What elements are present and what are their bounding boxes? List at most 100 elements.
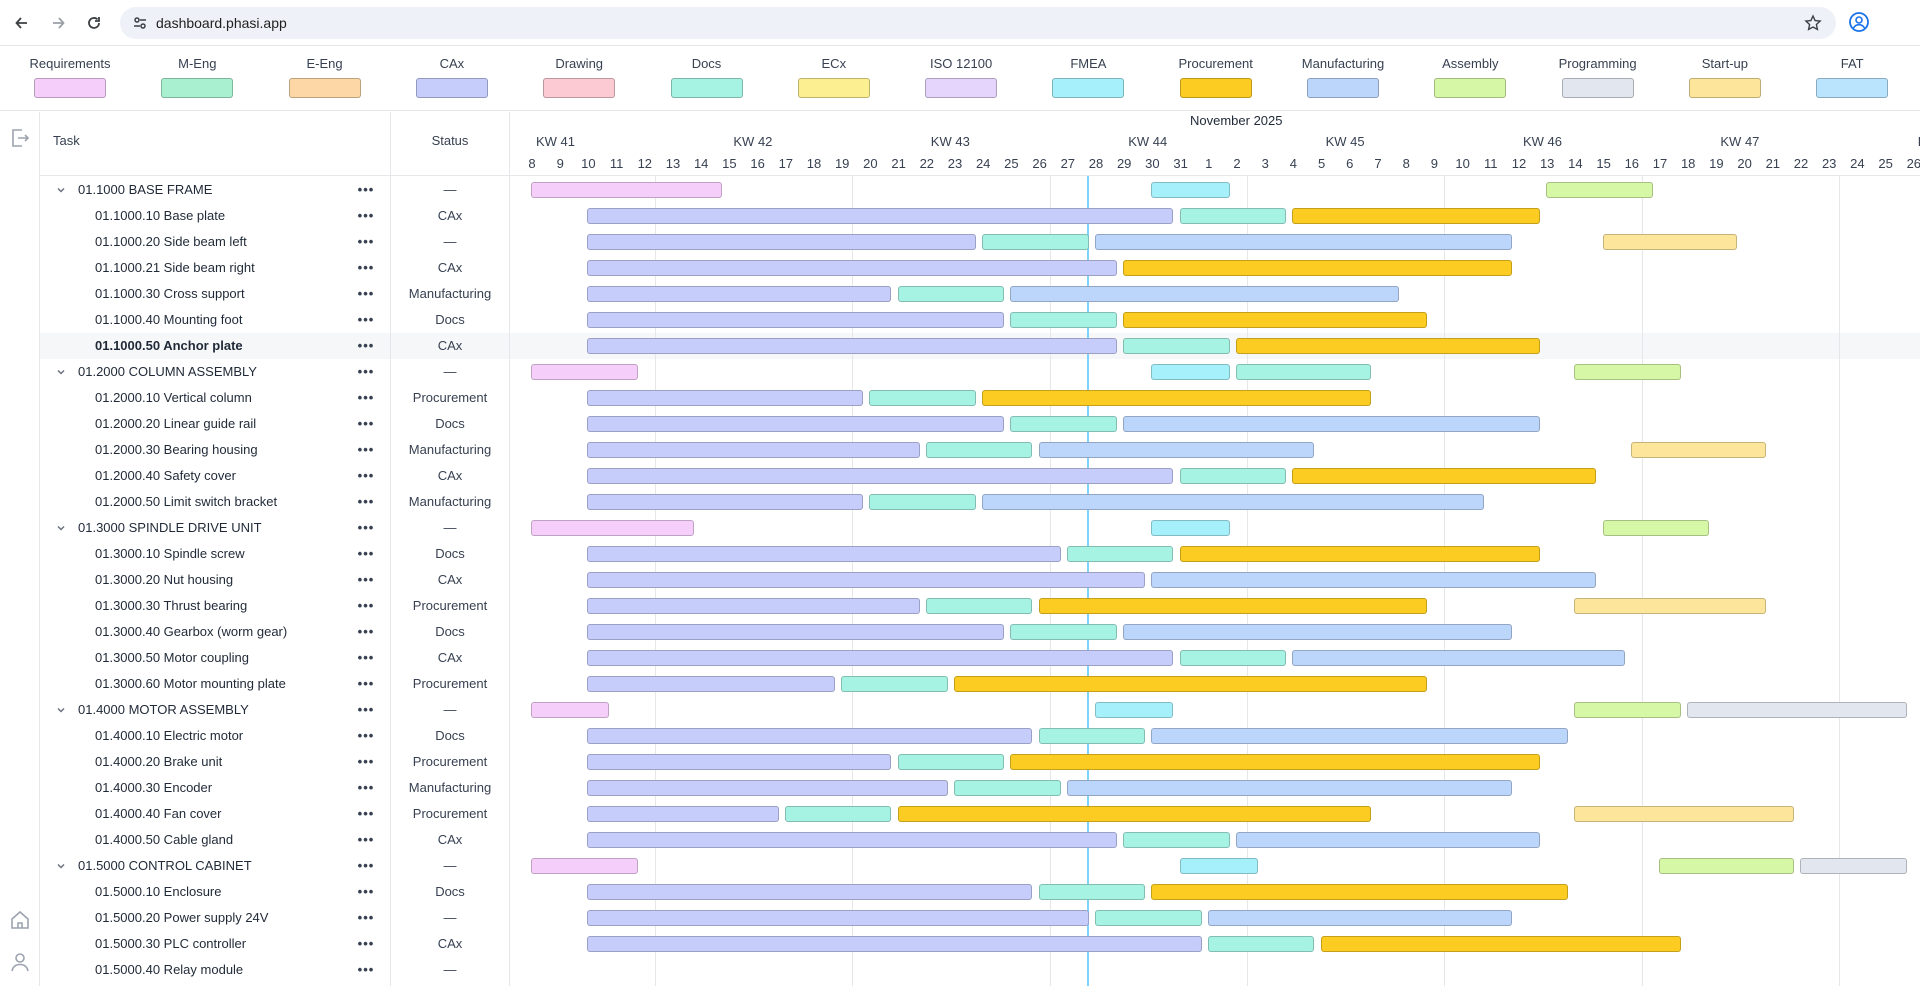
task-name[interactable]: 01.2000.30 Bearing housing — [95, 442, 258, 457]
task-name[interactable]: 01.1000.21 Side beam right — [95, 260, 255, 275]
more-options-icon[interactable]: ••• — [357, 676, 375, 691]
more-options-icon[interactable]: ••• — [357, 208, 375, 223]
phase-bar-docs[interactable] — [1066, 546, 1174, 562]
task-name[interactable]: 01.3000.60 Motor mounting plate — [95, 676, 286, 691]
phase-bar-manufacturing[interactable] — [982, 494, 1484, 510]
phase-bar-docs[interactable] — [841, 676, 948, 692]
phase-bar-procurement[interactable] — [1292, 208, 1540, 224]
phase-bar-procurement[interactable] — [1179, 546, 1540, 562]
task-name[interactable]: 01.2000.50 Limit switch bracket — [95, 494, 278, 509]
phase-bar-cax[interactable] — [587, 286, 892, 302]
url-text[interactable]: dashboard.phasi.app — [156, 15, 287, 31]
task-name[interactable]: 01.1000.20 Side beam left — [95, 234, 247, 249]
phase-bar-requirements[interactable] — [531, 858, 638, 874]
phase-bar-docs[interactable] — [1236, 364, 1371, 380]
more-options-icon[interactable]: ••• — [357, 936, 375, 951]
task-name[interactable]: 01.5000.20 Power supply 24V — [95, 910, 269, 925]
legend-item-docs[interactable]: Docs — [643, 56, 771, 98]
phase-bar-procurement[interactable] — [1236, 338, 1540, 354]
table-row[interactable]: 01.4000.50 Cable gland ••• CAx — [40, 827, 510, 853]
phase-bar-assembly[interactable] — [1574, 364, 1681, 380]
phase-bar-procurement[interactable] — [954, 676, 1428, 692]
phase-bar-docs[interactable] — [954, 780, 1061, 796]
phase-bar-requirements[interactable] — [531, 182, 723, 198]
phase-bar-manufacturing[interactable] — [1151, 728, 1569, 744]
chevron-down-icon[interactable] — [54, 859, 68, 873]
star-icon[interactable] — [1804, 14, 1822, 37]
phase-bar-assembly[interactable] — [1574, 702, 1681, 718]
task-name[interactable]: 01.5000.10 Enclosure — [95, 884, 222, 899]
phase-bar-manufacturing[interactable] — [1207, 910, 1512, 926]
phase-bar-docs[interactable] — [982, 234, 1089, 250]
phase-bar-fmea[interactable] — [1179, 858, 1258, 874]
phase-bar-docs[interactable] — [1010, 624, 1117, 640]
phase-bar-cax[interactable] — [587, 832, 1117, 848]
legend-item-fmea[interactable]: FMEA — [1024, 56, 1152, 98]
phase-bar-cax[interactable] — [587, 442, 920, 458]
phase-bar-cax[interactable] — [587, 390, 864, 406]
table-row[interactable]: 01.1000.40 Mounting foot ••• Docs — [40, 307, 510, 333]
more-options-icon[interactable]: ••• — [357, 832, 375, 847]
table-row[interactable]: 01.2000.50 Limit switch bracket ••• Manufa… — [40, 489, 510, 515]
phase-bar-cax[interactable] — [587, 728, 1033, 744]
phase-bar-cax[interactable] — [587, 806, 779, 822]
task-name[interactable]: 01.3000 SPINDLE DRIVE UNIT — [78, 520, 262, 535]
phase-bar-cax[interactable] — [587, 884, 1033, 900]
phase-bar-cax[interactable] — [587, 494, 864, 510]
phase-bar-start-up[interactable] — [1602, 234, 1738, 250]
task-name[interactable]: 01.4000.30 Encoder — [95, 780, 213, 795]
legend-item-requirements[interactable]: Requirements — [6, 56, 134, 98]
task-name[interactable]: 01.2000.20 Linear guide rail — [95, 416, 257, 431]
phase-bar-cax[interactable] — [587, 546, 1061, 562]
legend-item-start-up[interactable]: Start-up — [1661, 56, 1789, 98]
legend-item-fat[interactable]: FAT — [1788, 56, 1916, 98]
phase-bar-programming[interactable] — [1800, 858, 1907, 874]
table-row[interactable]: 01.5000.10 Enclosure ••• Docs — [40, 879, 510, 905]
phase-bar-procurement[interactable] — [982, 390, 1371, 406]
task-name[interactable]: 01.4000.10 Electric motor — [95, 728, 244, 743]
more-options-icon[interactable]: ••• — [357, 754, 375, 769]
phase-bar-manufacturing[interactable] — [1038, 442, 1315, 458]
legend-item-manufacturing[interactable]: Manufacturing — [1279, 56, 1407, 98]
task-name[interactable]: 01.2000.40 Safety cover — [95, 468, 236, 483]
phase-bar-docs[interactable] — [1010, 312, 1117, 328]
phase-bar-manufacturing[interactable] — [1151, 572, 1597, 588]
phase-bar-start-up[interactable] — [1630, 442, 1766, 458]
table-row[interactable]: 01.5000.40 Relay module ••• — — [40, 957, 510, 983]
phase-bar-manufacturing[interactable] — [1095, 234, 1512, 250]
phase-bar-cax[interactable] — [587, 208, 1174, 224]
more-options-icon[interactable]: ••• — [357, 780, 375, 795]
phase-bar-cax[interactable] — [587, 598, 920, 614]
phase-bar-procurement[interactable] — [1292, 468, 1597, 484]
phase-bar-docs[interactable] — [925, 598, 1033, 614]
chevron-down-icon[interactable] — [54, 703, 68, 717]
phase-bar-docs[interactable] — [784, 806, 892, 822]
more-options-icon[interactable]: ••• — [357, 910, 375, 925]
table-row[interactable]: 01.4000.40 Fan cover ••• Procurement — [40, 801, 510, 827]
more-options-icon[interactable]: ••• — [357, 390, 375, 405]
group-row[interactable]: 01.4000 MOTOR ASSEMBLY ••• — — [40, 697, 510, 723]
phase-bar-cax[interactable] — [587, 754, 892, 770]
phase-bar-procurement[interactable] — [897, 806, 1371, 822]
task-name[interactable]: 01.5000.40 Relay module — [95, 962, 244, 977]
phase-bar-procurement[interactable] — [1123, 260, 1512, 276]
phase-bar-cax[interactable] — [587, 416, 1005, 432]
task-name[interactable]: 01.4000.20 Brake unit — [95, 754, 223, 769]
phase-bar-procurement[interactable] — [1151, 884, 1569, 900]
more-options-icon[interactable]: ••• — [357, 416, 375, 431]
phase-bar-docs[interactable] — [869, 494, 976, 510]
phase-bar-cax[interactable] — [587, 572, 1146, 588]
more-options-icon[interactable]: ••• — [357, 468, 375, 483]
table-row[interactable]: 01.1000.30 Cross support ••• Manufacturing — [40, 281, 510, 307]
task-name[interactable]: 01.5000 CONTROL CABINET — [78, 858, 252, 873]
phase-bar-fmea[interactable] — [1095, 702, 1174, 718]
legend-item-ecx[interactable]: ECx — [770, 56, 898, 98]
phase-bar-cax[interactable] — [587, 936, 1202, 952]
more-options-icon[interactable]: ••• — [357, 572, 375, 587]
site-settings-icon[interactable] — [132, 15, 148, 36]
phase-bar-manufacturing[interactable] — [1123, 624, 1512, 640]
task-name[interactable]: 01.1000.40 Mounting foot — [95, 312, 243, 327]
task-name[interactable]: 01.4000.50 Cable gland — [95, 832, 234, 847]
chevron-down-icon[interactable] — [54, 521, 68, 535]
more-options-icon[interactable]: ••• — [357, 858, 375, 873]
